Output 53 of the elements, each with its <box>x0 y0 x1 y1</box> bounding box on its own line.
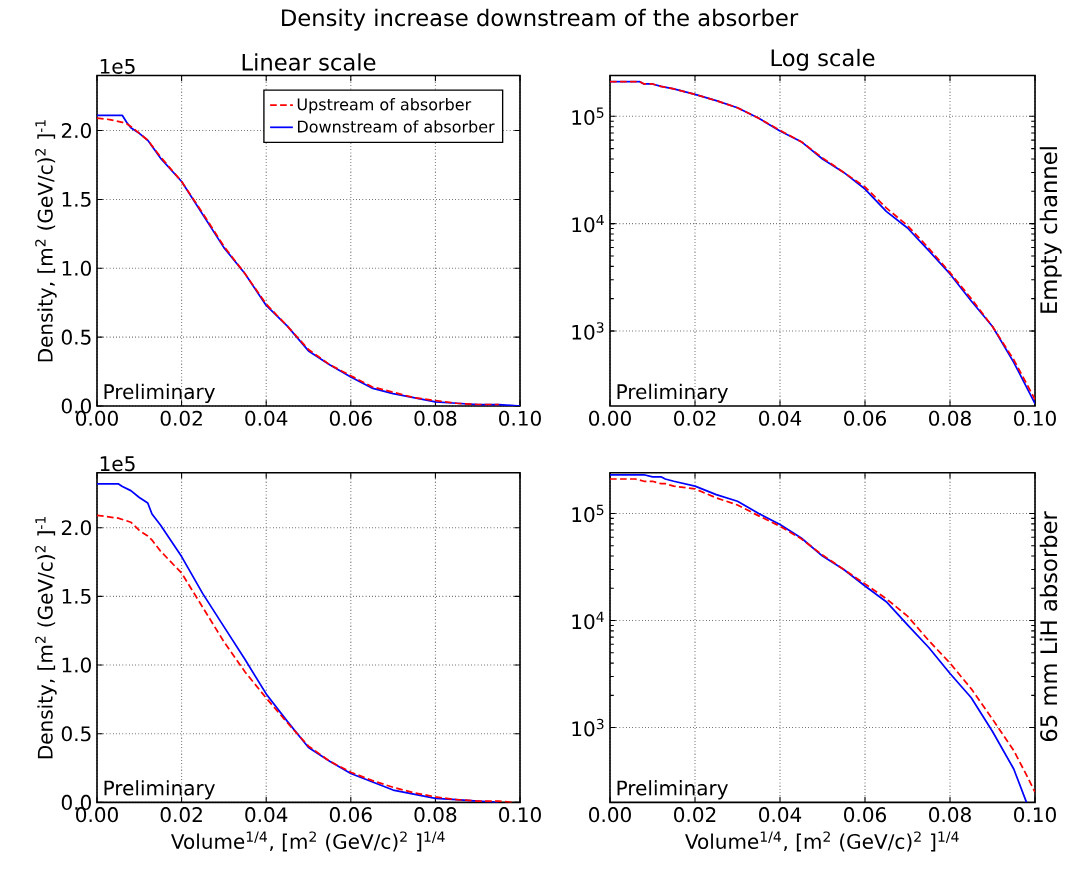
y-tick-label: 1.5 <box>62 588 91 604</box>
x-tick-label: 0.10 <box>1014 410 1056 426</box>
text: 1e5 <box>100 456 135 472</box>
y-tick-label: 10$^{4}$ <box>572 611 604 630</box>
y-tick-label: 2.0 <box>61 123 91 139</box>
y-tick-label: 10$^{3}$ <box>572 718 604 737</box>
x-tick-label: 0.00 <box>589 410 631 426</box>
y-tick-label: 10$^{4}$ <box>572 214 604 233</box>
y-tick-label: 1.0 <box>62 657 91 673</box>
y-tick-label: 10$^{5}$ <box>572 504 604 523</box>
y-tick-label: 10$^{3}$ <box>572 322 604 340</box>
x-tick-label: 0.04 <box>759 807 802 823</box>
y-tick-label: 0.5 <box>61 726 91 742</box>
y-axis-title: Density, [m$^{2}$ (GeV/c)$^{2}$ ]$^{-1}$ <box>35 516 57 759</box>
chart-title: Density increase downstream of the absorber <box>282 8 799 31</box>
y-tick-label: 10$^{5}$ <box>572 107 604 126</box>
x-tick-label: 0.10 <box>1014 807 1056 823</box>
x-tick-label: 0.06 <box>329 410 372 426</box>
x-tick-label: 0.02 <box>674 410 716 426</box>
x-tick-label: 0.06 <box>329 807 372 823</box>
annotation: Preliminary <box>104 780 215 800</box>
x-axis-title: Volume$^{1/4}$, [m$^{2}$ (GeV/c)$^{2}$ ]$^{1/4}$ <box>171 831 445 852</box>
chart-title: Log scale <box>771 48 875 71</box>
x-tick-label: 0.08 <box>929 410 971 426</box>
x-tick-label: 0.06 <box>844 410 886 426</box>
x-tick-label: 0.04 <box>245 807 288 823</box>
x-tick-label: 0.08 <box>414 410 457 426</box>
x-tick-label: 0.04 <box>245 410 288 426</box>
x-tick-label: 0.00 <box>589 807 631 823</box>
y2-axis-title: 65 mm LiH absorber <box>1039 511 1058 742</box>
x-tick-label: 0.06 <box>844 807 886 823</box>
x-tick-label: 0.04 <box>759 410 802 426</box>
y-tick-label: 0.5 <box>61 329 91 345</box>
x-tick-label: 0.02 <box>674 807 716 823</box>
annotation: Preliminary <box>617 780 728 800</box>
y-tick-label: 2.0 <box>61 520 91 536</box>
annotation: Preliminary <box>617 383 728 404</box>
x-axis-title: Volume$^{1/4}$, [m$^{2}$ (GeV/c)$^{2}$ ]$^{1/4}$ <box>685 831 959 852</box>
chart-subtitle: Linear scale <box>242 53 376 71</box>
text: 1e5 <box>100 59 135 74</box>
x-tick-label: 0.10 <box>499 410 541 426</box>
x-tick-label: 0.02 <box>160 807 202 823</box>
x-tick-label: 0.02 <box>160 410 202 426</box>
legend-label: Downstream of absorber <box>297 120 495 133</box>
annotation: Preliminary <box>104 383 215 404</box>
x-tick-label: 0.08 <box>929 807 971 823</box>
legend-label: Upstream of absorber <box>297 98 472 114</box>
y-axis-title: Density, [m$^{2}$ (GeV/c)$^{2}$ ]$^{-1}$ <box>35 120 57 362</box>
y2-axis-title: Empty channel <box>1039 147 1062 313</box>
x-tick-label: 0.08 <box>414 807 457 823</box>
y-tick-label: 1.0 <box>62 260 91 276</box>
x-tick-label: 0.10 <box>499 807 541 823</box>
y-tick-label: 1.5 <box>62 192 91 207</box>
